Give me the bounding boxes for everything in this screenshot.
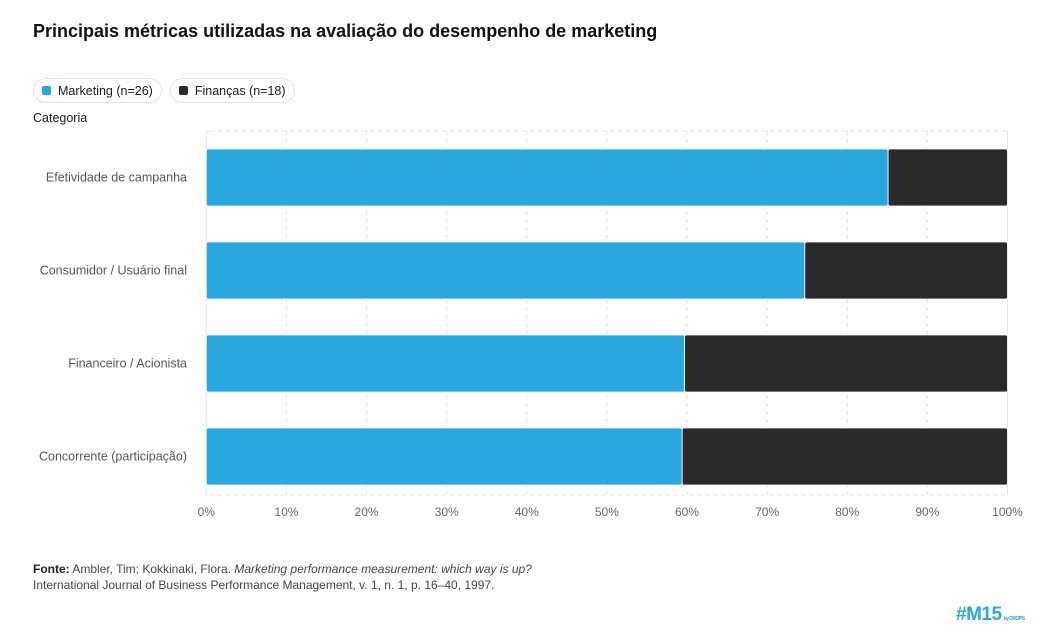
x-tick-label: 60%: [675, 505, 699, 519]
source-label: Fonte:: [33, 562, 70, 576]
x-tick-label: 20%: [355, 505, 379, 519]
x-tick-label: 50%: [595, 505, 619, 519]
brand-logo: #M15 by DROPS: [956, 604, 1025, 626]
x-tick-label: 100%: [992, 505, 1023, 519]
bar-financas: [681, 427, 1008, 486]
legend: Marketing (n=26) Finanças (n=18): [33, 78, 295, 103]
bar-marketing: [205, 427, 683, 486]
source-journal: International Journal of Business Perfor…: [33, 578, 495, 592]
x-tick-label: 40%: [515, 505, 539, 519]
source-note: Fonte: Ambler, Tim; Kokkinaki, Flora. Ma…: [33, 561, 532, 593]
y-tick-label: Financeiro / Acionista: [68, 357, 187, 371]
bar-marketing: [205, 148, 889, 207]
legend-financas[interactable]: Finanças (n=18): [169, 78, 295, 103]
chart-title: Principais métricas utilizadas na avalia…: [33, 21, 658, 41]
y-axis-title: Categoria: [33, 111, 88, 125]
logo-text: #M15: [956, 604, 1002, 625]
source-work: Marketing performance measurement: which…: [234, 562, 532, 576]
bar-financas: [887, 148, 1008, 207]
x-tick-label: 70%: [755, 505, 779, 519]
x-tick-label: 0%: [198, 505, 216, 519]
bar-financas: [804, 241, 1008, 300]
y-tick-label: Efetividade de campanha: [46, 171, 187, 185]
x-tick-label: 90%: [915, 505, 939, 519]
y-tick-label: Concorrente (participação): [39, 450, 187, 464]
legend-label: Finanças (n=18): [194, 83, 286, 98]
financas-swatch: [178, 86, 188, 95]
x-tick-label: 30%: [435, 505, 459, 519]
legend-label: Marketing (n=26): [58, 83, 153, 98]
marketing-swatch: [42, 86, 51, 95]
x-tick-label: 10%: [274, 505, 298, 519]
bar-marketing: [205, 334, 686, 393]
legend-marketing[interactable]: Marketing (n=26): [33, 78, 162, 103]
bar-marketing: [205, 241, 806, 300]
source-authors: Ambler, Tim; Kokkinaki, Flora.: [72, 562, 232, 576]
x-tick-label: 80%: [835, 505, 859, 519]
bar-financas: [684, 334, 1008, 393]
plot-border: [205, 130, 1009, 496]
y-tick-label: Consumidor / Usuário final: [40, 264, 187, 278]
logo-sub: by DROPS: [1003, 616, 1026, 622]
